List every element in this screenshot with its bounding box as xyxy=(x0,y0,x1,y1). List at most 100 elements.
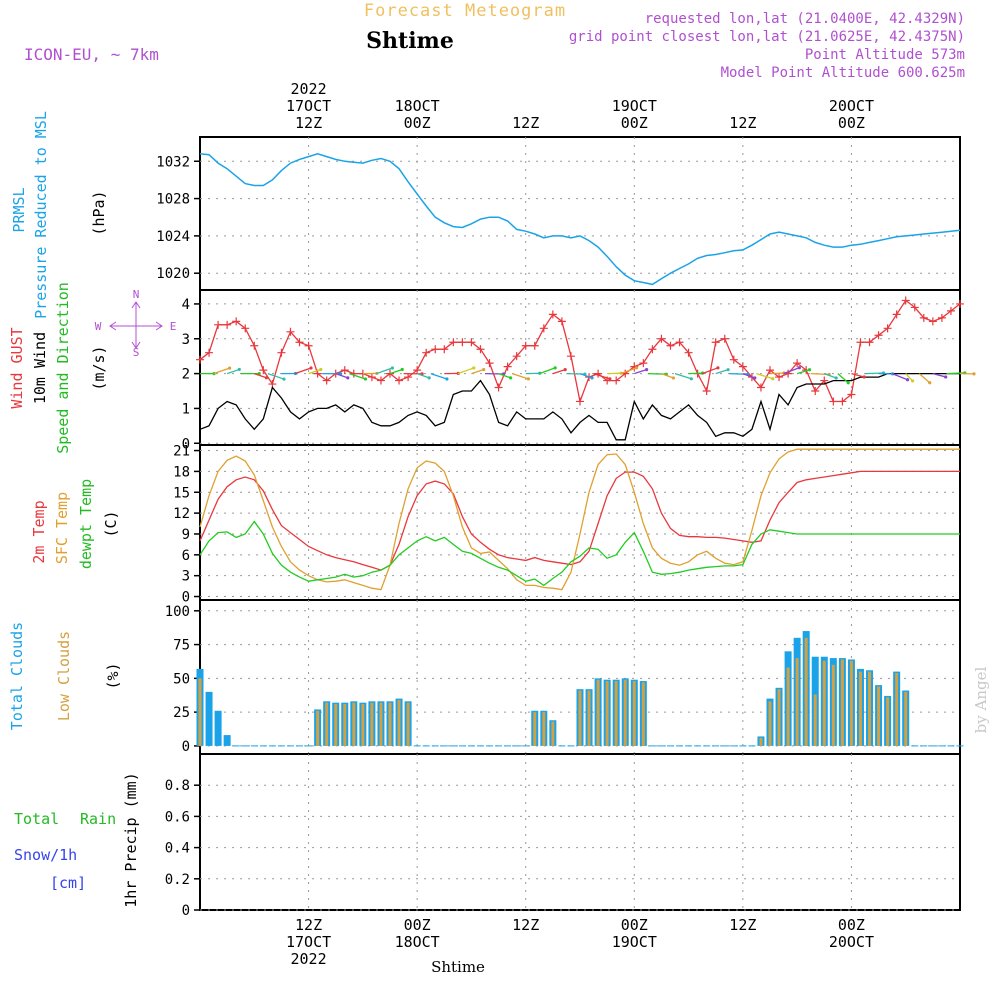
top-time-label: 00Z xyxy=(621,114,648,132)
low-cloud-bar xyxy=(370,703,373,746)
total-cloud-bar xyxy=(215,711,222,746)
top-time-label: 2022 xyxy=(291,80,327,98)
wind-arrow-head xyxy=(282,377,285,380)
bottom-time-label: 18OCT xyxy=(395,933,440,951)
low-cloud-bar xyxy=(597,680,600,746)
gust-marker xyxy=(712,338,720,346)
ytick-label: 100 xyxy=(165,604,190,620)
wind-arrow-head xyxy=(863,375,866,378)
wind-arrow-head xyxy=(835,376,838,379)
wind-arrow-head xyxy=(716,366,719,369)
wind-arrow-head xyxy=(906,378,909,381)
gust-marker xyxy=(214,321,222,329)
ytick-label: 1020 xyxy=(156,266,190,282)
ytick-label: 0.2 xyxy=(165,872,190,888)
low-cloud-bar xyxy=(579,691,582,746)
bottom-time-label: 12Z xyxy=(729,916,756,934)
low-cloud-bar xyxy=(633,681,636,746)
wind-arrow-head xyxy=(672,376,675,379)
ytick-label: 50 xyxy=(173,671,190,687)
wind-arrow-head xyxy=(346,376,349,379)
wind-arrow-head xyxy=(428,376,431,379)
ytick-label: 4 xyxy=(182,297,190,313)
wind-direction-arrow xyxy=(594,374,610,379)
sfc-temp-line xyxy=(200,449,960,589)
compass-north: N xyxy=(133,288,140,301)
gust-marker xyxy=(893,310,901,318)
ytick-label: 3 xyxy=(182,332,190,348)
top-time-label: 18OCT xyxy=(395,97,440,115)
low-cloud-bar xyxy=(787,668,790,746)
pressure-frame xyxy=(200,137,960,290)
wind-arrow-head xyxy=(928,381,931,384)
wind-direction-arrow xyxy=(756,374,772,379)
wind-direction-arrow xyxy=(689,373,703,374)
compass-west: W xyxy=(95,320,102,333)
gust-marker xyxy=(856,338,864,346)
wind-direction-arrow xyxy=(784,368,800,374)
ytick-label: 6 xyxy=(182,548,190,564)
gust-marker xyxy=(639,359,647,367)
chart-title: Forecast Meteogram xyxy=(364,1,566,21)
clouds-unit: (%) xyxy=(104,662,122,689)
low-cloud-bar xyxy=(379,703,382,746)
wind-direction-arrow xyxy=(892,374,907,380)
compass-east: E xyxy=(170,320,177,333)
low-clouds-label: Low Clouds xyxy=(55,631,73,721)
wind-arrow-head xyxy=(635,366,638,369)
low-cloud-bar xyxy=(796,658,799,746)
wind-direction-arrow xyxy=(227,369,239,373)
low-cloud-bar xyxy=(859,672,862,746)
low-cloud-bar xyxy=(389,703,392,746)
low-cloud-bar xyxy=(877,686,880,745)
sfc-temp-label: SFC Temp xyxy=(53,492,71,564)
gust-marker xyxy=(540,324,548,332)
bottom-time-label: 17OCT xyxy=(286,933,331,951)
pressure-desc-label: Pressure Reduced to MSL xyxy=(32,111,50,319)
wind-unit: (m/s) xyxy=(90,345,108,390)
wind-arrow-head xyxy=(319,368,322,371)
low-cloud-bar xyxy=(886,697,889,746)
compass-arrows xyxy=(110,302,162,348)
bottom-time-label: 00Z xyxy=(621,916,648,934)
wind-direction-arrow xyxy=(675,374,691,379)
temp-unit: (C) xyxy=(102,510,120,537)
gust-marker xyxy=(250,342,258,350)
wind-direction-arrow xyxy=(390,370,402,374)
wind-arrow-head xyxy=(590,376,593,379)
wind-direction-arrow xyxy=(838,374,848,383)
low-cloud-bar xyxy=(615,681,618,746)
ytick-label: 0 xyxy=(182,739,190,755)
low-cloud-bar xyxy=(606,681,609,746)
total-clouds-label: Total Clouds xyxy=(8,622,26,730)
gust-marker xyxy=(305,342,313,350)
wind-direction-arrow xyxy=(716,370,728,374)
top-time-label: 19OCT xyxy=(612,97,657,115)
top-time-label: 00Z xyxy=(838,114,865,132)
cloud-labels: Total Clouds Low Clouds (%) xyxy=(8,622,122,730)
gust-marker xyxy=(368,373,376,381)
gust-marker xyxy=(531,342,539,350)
bottom-time-label: 00Z xyxy=(838,916,865,934)
low-cloud-bar xyxy=(624,680,627,746)
top-time-label: 17OCT xyxy=(286,97,331,115)
gridpoint-coords: grid point closest lon,lat (21.0625E, 42… xyxy=(569,29,965,45)
gust-marker xyxy=(422,349,430,357)
temp-labels: 2m Temp SFC Temp dewpt Temp (C) xyxy=(30,479,120,569)
top-time-label: 20OCT xyxy=(829,97,874,115)
bottom-time-label: 12Z xyxy=(295,916,322,934)
low-cloud-bar xyxy=(868,672,871,746)
wind-arrow-head xyxy=(238,368,241,371)
ytick-label: 21 xyxy=(173,444,190,460)
low-cloud-bar xyxy=(361,704,364,746)
ytick-label: 3 xyxy=(182,569,190,585)
total-cloud-bar xyxy=(206,692,213,746)
gust-marker xyxy=(458,338,466,346)
ytick-label: 1032 xyxy=(156,154,190,170)
ytick-label: 9 xyxy=(182,527,190,543)
wind-arrow-head xyxy=(690,377,693,380)
low-cloud-bar xyxy=(850,661,853,746)
gust-marker xyxy=(486,359,494,367)
